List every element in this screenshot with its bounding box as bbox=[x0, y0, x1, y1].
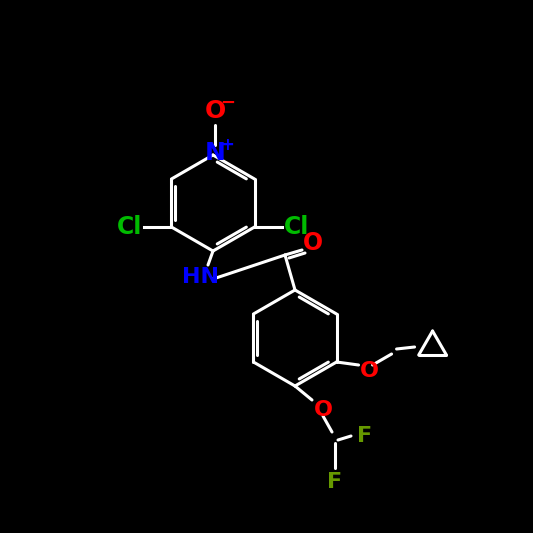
Text: F: F bbox=[327, 472, 343, 492]
Text: O: O bbox=[313, 400, 333, 420]
Text: Cl: Cl bbox=[117, 215, 142, 239]
Text: O: O bbox=[204, 99, 225, 123]
Text: O: O bbox=[360, 361, 379, 381]
Text: +: + bbox=[220, 136, 234, 154]
Text: F: F bbox=[358, 426, 373, 446]
Text: Cl: Cl bbox=[284, 215, 309, 239]
Text: O: O bbox=[303, 231, 323, 255]
Text: −: − bbox=[221, 94, 236, 112]
Text: HN: HN bbox=[182, 267, 220, 287]
Text: N: N bbox=[205, 141, 225, 165]
